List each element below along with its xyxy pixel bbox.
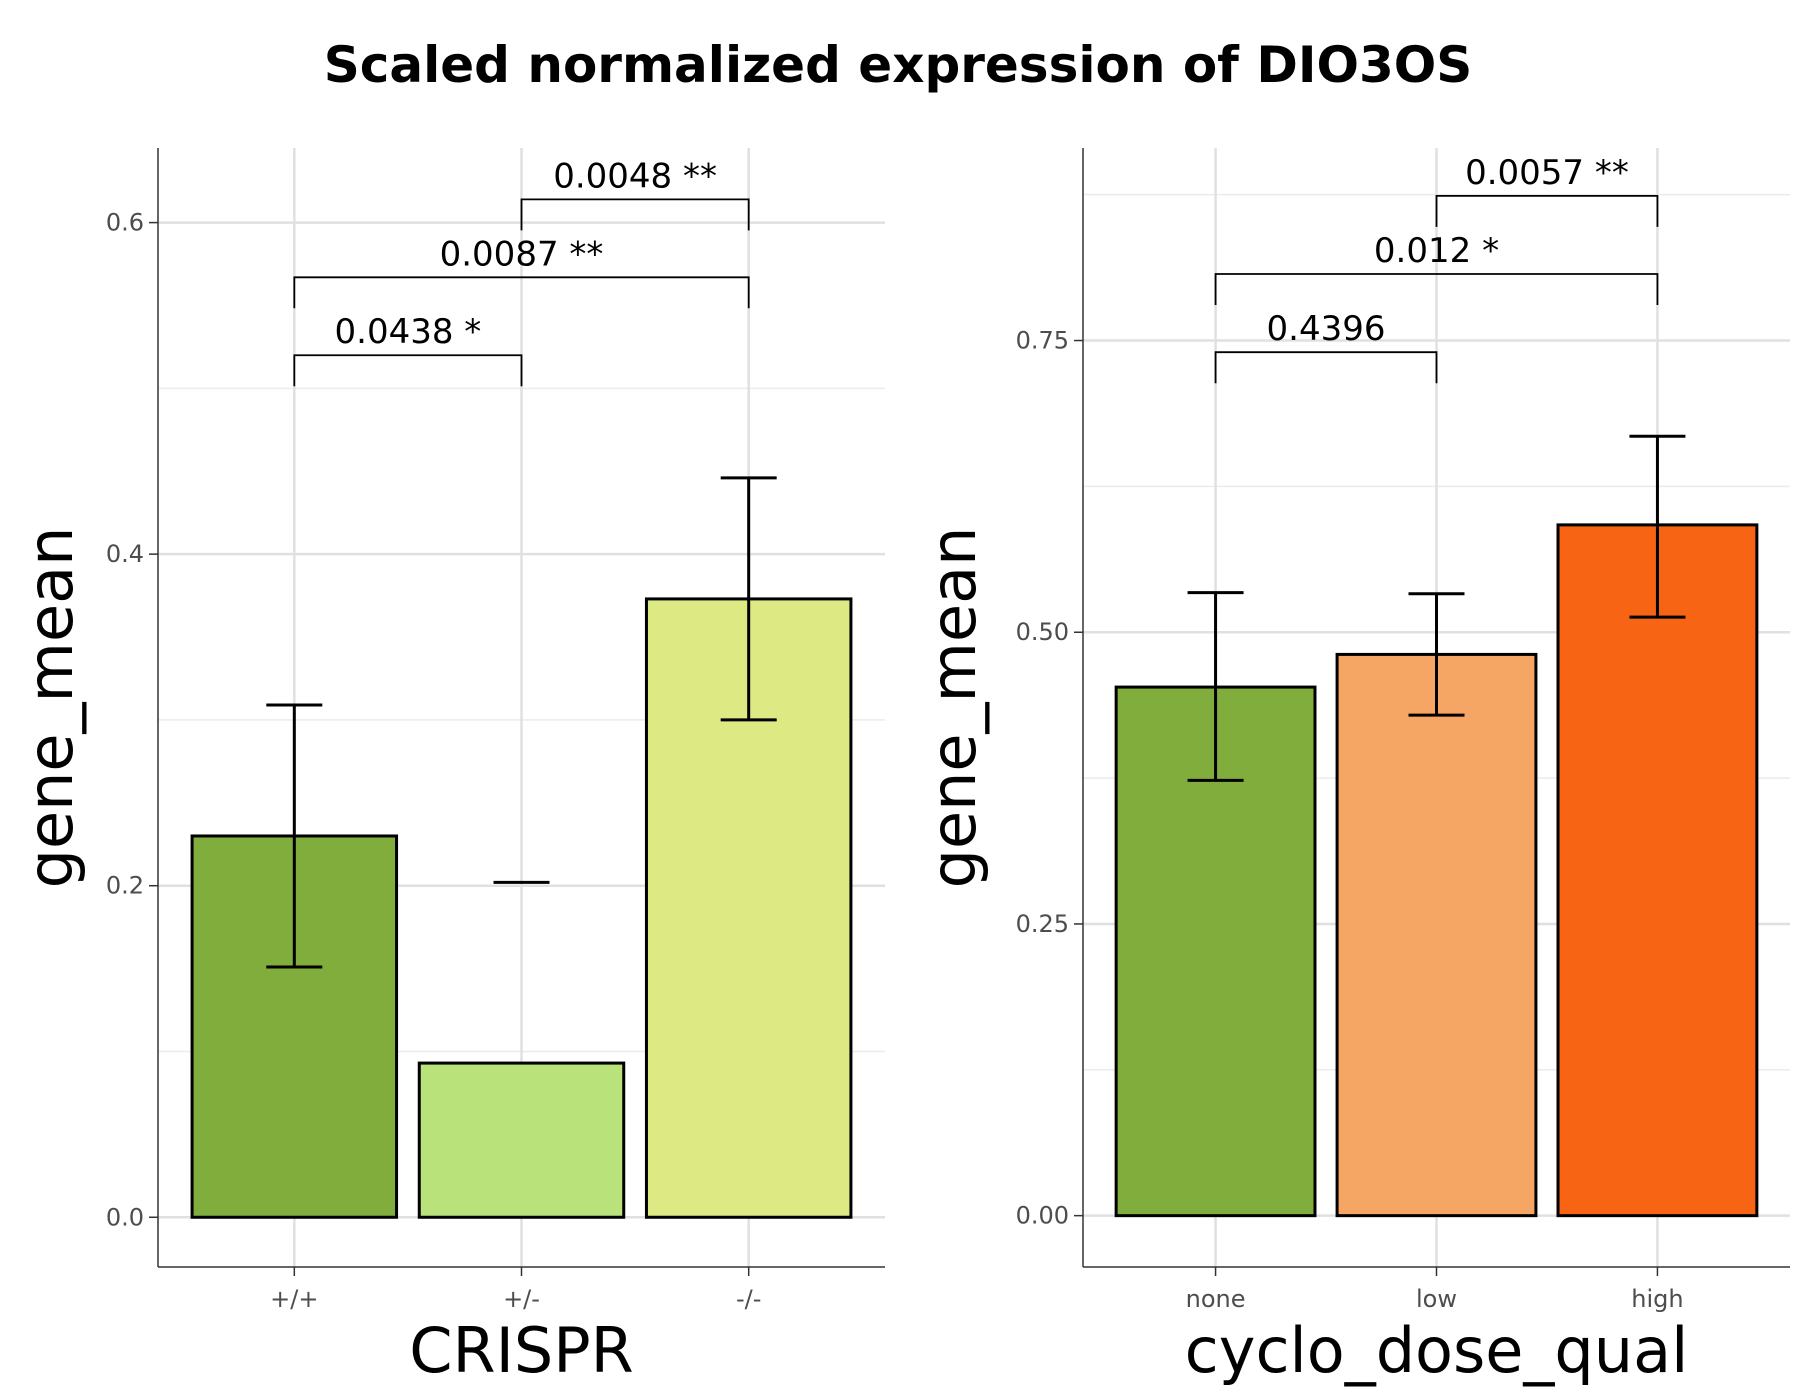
significance-bracket: [1214, 351, 1438, 384]
y-tick-label: 0.0: [106, 1203, 144, 1231]
x-tick-label: +/-: [503, 1285, 540, 1313]
y-tick-label: 0.75: [1016, 327, 1069, 355]
significance-label: 0.0048 **: [553, 156, 717, 196]
x-tick-label: high: [1631, 1285, 1683, 1313]
bar-: [417, 1061, 626, 1219]
significance-label: 0.4396: [1267, 309, 1386, 349]
significance-bracket: [1435, 194, 1659, 227]
y-tick-label: 0.00: [1016, 1202, 1069, 1230]
bar-high: [1556, 523, 1759, 1218]
y-tick-label: 0.6: [106, 209, 144, 237]
x-tick-label: low: [1416, 1285, 1457, 1313]
x-axis-title: CRISPR: [409, 1314, 633, 1387]
y-tick-label: 0.50: [1016, 618, 1069, 646]
x-tick-label: none: [1186, 1285, 1246, 1313]
x-tick-label: -/-: [736, 1285, 761, 1313]
significance-label: 0.0057 **: [1465, 153, 1629, 193]
significance-label: 0.0438 *: [335, 312, 482, 352]
significance-bracket: [293, 276, 750, 309]
significance-label: 0.012 *: [1374, 231, 1499, 271]
panel-cyclo-dose-qual: 0.00 0.25 0.50 0.75 none low highcyclo_dose_qu…: [917, 148, 1790, 1387]
x-tick-label: +/+: [270, 1285, 318, 1313]
significance-bracket: [293, 354, 523, 387]
x-axis-title: cyclo_dose_qual: [1185, 1314, 1689, 1387]
chart-title: Scaled normalized expression of DIO3OS: [324, 36, 1473, 94]
bar-low: [1335, 652, 1538, 1218]
y-axis-title: gene_mean: [14, 527, 87, 889]
y-tick-label: 0.4: [106, 540, 144, 568]
significance-bracket: [520, 198, 750, 231]
y-tick-label: 0.2: [106, 872, 144, 900]
y-tick-label: 0.25: [1016, 910, 1069, 938]
y-axis-title: gene_mean: [917, 527, 990, 889]
panel-crispr: 0.0 0.2 0.4 0.6 +/+ +/- -/- CRISPR gene_mean 0.04…: [14, 148, 885, 1387]
significance-bracket: [1214, 273, 1659, 306]
significance-label: 0.0087 **: [440, 234, 604, 274]
